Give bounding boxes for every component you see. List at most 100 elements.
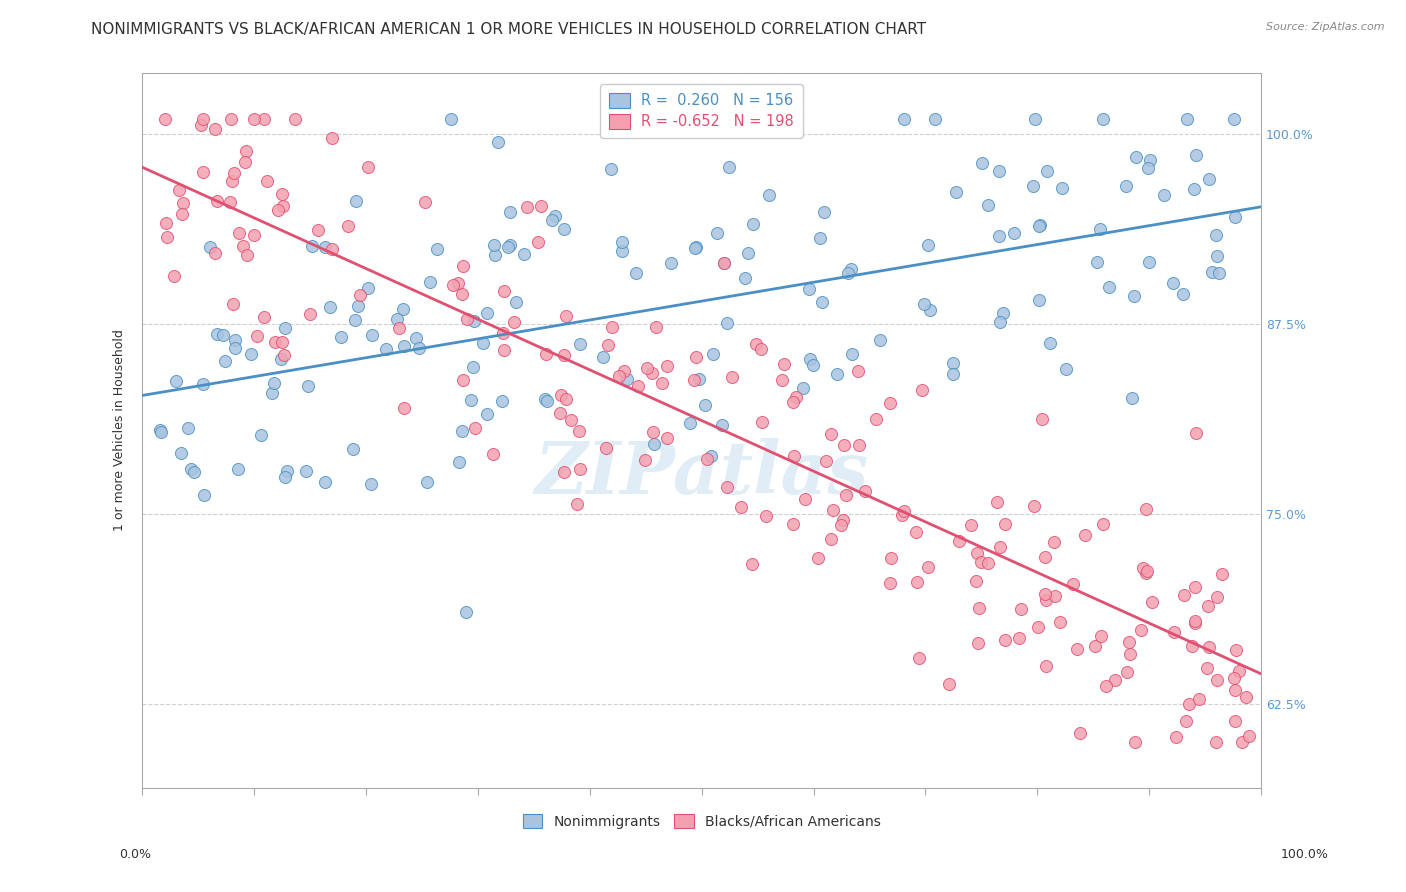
Point bbox=[274, 470, 297, 484]
Point bbox=[801, 359, 824, 373]
Point bbox=[782, 516, 804, 531]
Point bbox=[960, 517, 983, 532]
Point bbox=[737, 245, 759, 260]
Point bbox=[688, 372, 710, 386]
Point bbox=[451, 260, 474, 274]
Point bbox=[1197, 661, 1219, 675]
Point bbox=[183, 466, 205, 480]
Point bbox=[793, 491, 815, 506]
Point bbox=[256, 174, 278, 188]
Point bbox=[1225, 643, 1247, 657]
Point bbox=[1153, 187, 1175, 202]
Point bbox=[645, 320, 668, 334]
Point bbox=[155, 112, 177, 126]
Point bbox=[1069, 726, 1091, 740]
Point bbox=[970, 156, 993, 170]
Point bbox=[1227, 665, 1250, 679]
Point bbox=[1198, 640, 1220, 655]
Point bbox=[755, 509, 778, 524]
Point bbox=[600, 161, 623, 176]
Point bbox=[1123, 735, 1146, 749]
Point bbox=[970, 555, 993, 569]
Point bbox=[1205, 673, 1227, 687]
Point bbox=[810, 295, 832, 310]
Point bbox=[1161, 276, 1184, 290]
Point bbox=[1054, 362, 1077, 376]
Point bbox=[651, 376, 673, 390]
Point bbox=[242, 112, 264, 126]
Point bbox=[1050, 181, 1073, 195]
Point bbox=[463, 313, 485, 327]
Point bbox=[361, 327, 384, 342]
Text: 0.0%: 0.0% bbox=[120, 848, 152, 861]
Point bbox=[212, 327, 235, 342]
Point bbox=[880, 550, 903, 565]
Point bbox=[1090, 630, 1112, 644]
Point bbox=[512, 247, 534, 261]
Point bbox=[1205, 227, 1227, 242]
Point bbox=[1115, 665, 1137, 679]
Point bbox=[610, 235, 633, 249]
Point bbox=[494, 343, 516, 357]
Point bbox=[986, 495, 1008, 509]
Point bbox=[716, 316, 738, 330]
Point bbox=[555, 309, 578, 323]
Point bbox=[492, 326, 515, 340]
Point bbox=[1118, 635, 1140, 649]
Point bbox=[177, 421, 200, 435]
Point bbox=[1139, 153, 1161, 167]
Text: Source: ZipAtlas.com: Source: ZipAtlas.com bbox=[1267, 22, 1385, 32]
Point bbox=[685, 351, 707, 365]
Point bbox=[308, 223, 330, 237]
Point bbox=[988, 315, 1011, 329]
Point bbox=[751, 415, 773, 429]
Point bbox=[1045, 589, 1067, 603]
Point bbox=[242, 227, 264, 242]
Point bbox=[912, 297, 935, 311]
Point bbox=[1033, 550, 1056, 565]
Point bbox=[273, 321, 295, 335]
Point bbox=[1043, 534, 1066, 549]
Point bbox=[496, 240, 519, 254]
Point bbox=[713, 256, 735, 270]
Point bbox=[942, 367, 965, 381]
Point bbox=[553, 221, 575, 235]
Point bbox=[1035, 659, 1057, 673]
Point bbox=[942, 356, 965, 370]
Point bbox=[1208, 266, 1230, 280]
Point bbox=[837, 266, 859, 280]
Y-axis label: 1 or more Vehicles in Household: 1 or more Vehicles in Household bbox=[114, 329, 127, 532]
Point bbox=[446, 276, 468, 290]
Point bbox=[544, 210, 567, 224]
Point bbox=[560, 412, 582, 426]
Point bbox=[321, 242, 343, 256]
Point bbox=[1010, 602, 1032, 616]
Text: 100.0%: 100.0% bbox=[1281, 848, 1329, 861]
Point bbox=[1223, 671, 1246, 685]
Point bbox=[527, 235, 550, 250]
Point bbox=[814, 453, 837, 467]
Point bbox=[253, 310, 276, 325]
Point bbox=[1173, 588, 1195, 602]
Point bbox=[745, 336, 768, 351]
Point bbox=[273, 348, 295, 362]
Point bbox=[204, 245, 226, 260]
Point bbox=[626, 379, 648, 393]
Point bbox=[783, 450, 806, 464]
Point bbox=[643, 436, 665, 450]
Point bbox=[1225, 211, 1247, 225]
Point bbox=[271, 199, 294, 213]
Point bbox=[1136, 564, 1159, 578]
Point bbox=[349, 287, 371, 301]
Point bbox=[1119, 647, 1142, 661]
Point bbox=[1088, 222, 1111, 236]
Point bbox=[917, 238, 939, 252]
Point bbox=[548, 406, 571, 420]
Text: ZIPatlas: ZIPatlas bbox=[534, 438, 869, 508]
Point bbox=[830, 518, 852, 533]
Point bbox=[249, 428, 271, 442]
Point bbox=[993, 306, 1015, 320]
Point bbox=[711, 417, 734, 432]
Point bbox=[967, 636, 990, 650]
Point bbox=[360, 476, 382, 491]
